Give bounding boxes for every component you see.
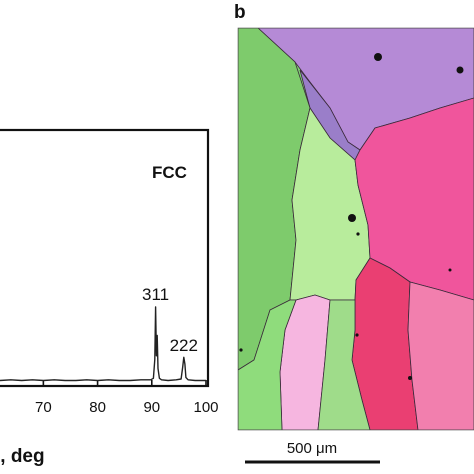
- x-tick-label-100: 100: [193, 399, 218, 416]
- peak-label-311: 311: [142, 285, 169, 304]
- peak-labels: 311 222: [142, 285, 198, 355]
- grain-map: [238, 28, 474, 430]
- x-tick-label-80: 80: [89, 399, 106, 416]
- scale-bar-label: 500 μm: [287, 440, 337, 457]
- xrd-chart: 70 80 90 100 311 222 FCC θ, deg: [0, 128, 219, 467]
- peak-label-222: 222: [170, 336, 198, 355]
- panel-b-label: b: [234, 2, 246, 23]
- x-tick-label-90: 90: [143, 399, 160, 416]
- xrd-series-line: [0, 306, 206, 382]
- plot-frame: [0, 128, 210, 388]
- phase-annotation: FCC: [152, 163, 187, 182]
- grain-map-border: [237, 27, 474, 431]
- x-axis-tick-labels: 70 80 90 100: [35, 399, 218, 416]
- x-axis-label: θ, deg: [0, 446, 45, 467]
- x-tick-label-70: 70: [35, 399, 52, 416]
